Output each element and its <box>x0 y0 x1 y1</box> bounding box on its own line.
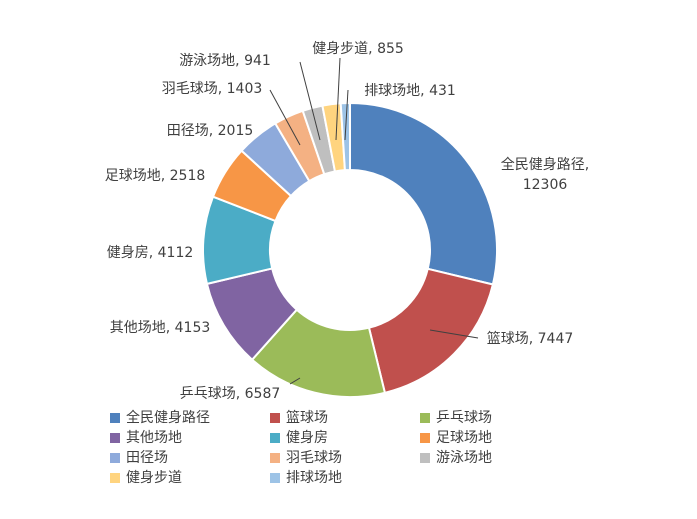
legend-swatch <box>110 473 120 483</box>
data-label: 健身房, 4112 <box>106 245 194 261</box>
legend-label: 健身步道 <box>126 470 182 486</box>
data-label: 全民健身路径, 12306 <box>500 157 590 193</box>
leader-line <box>269 89 301 146</box>
legend-swatch <box>270 453 280 463</box>
legend-label: 足球场地 <box>436 430 492 446</box>
legend-swatch <box>110 453 120 463</box>
data-label: 乒乓球场, 6587 <box>179 386 281 402</box>
legend-swatch <box>420 453 430 463</box>
legend-swatch <box>420 413 430 423</box>
leader-line <box>429 329 479 339</box>
legend-swatch <box>110 413 120 423</box>
legend-label: 乒乓球场 <box>436 410 492 426</box>
data-label: 排球场地, 431 <box>364 83 456 99</box>
leader-line <box>289 377 301 385</box>
slice <box>349 101 498 286</box>
legend-label: 健身房 <box>286 430 328 446</box>
legend-swatch <box>420 433 430 443</box>
data-label: 篮球场, 7447 <box>486 331 574 347</box>
legend-label: 田径场 <box>126 450 168 466</box>
data-label: 田径场, 2015 <box>166 123 254 139</box>
slice <box>367 267 495 395</box>
legend-label: 其他场地 <box>126 430 182 446</box>
legend-label: 排球场地 <box>286 470 342 486</box>
data-label: 羽毛球场, 1403 <box>161 81 263 97</box>
legend-label: 全民健身路径 <box>126 409 210 426</box>
data-label: 其他场地, 4153 <box>109 320 211 336</box>
data-label: 足球场地, 2518 <box>104 168 206 184</box>
leader-line <box>299 61 321 141</box>
legend-label: 游泳场地 <box>436 450 492 466</box>
leader-line <box>335 57 341 141</box>
leader-line <box>344 89 349 141</box>
data-label: 游泳场地, 941 <box>179 53 271 69</box>
legend-swatch <box>270 413 280 423</box>
legend-swatch <box>270 473 280 483</box>
legend-swatch <box>110 433 120 443</box>
data-label: 健身步道, 855 <box>312 41 404 57</box>
legend-label: 篮球场 <box>286 410 328 426</box>
legend-label: 羽毛球场 <box>286 450 342 466</box>
legend-swatch <box>270 433 280 443</box>
